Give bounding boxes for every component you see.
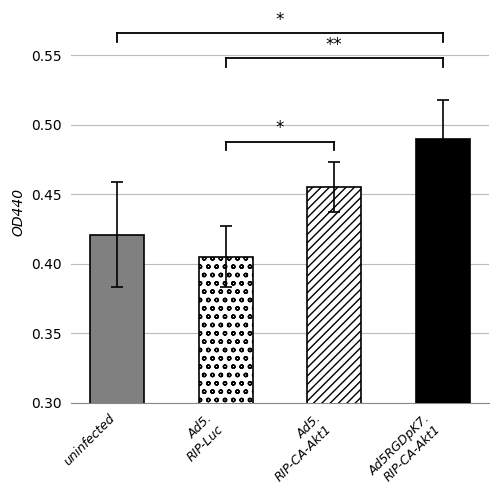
Bar — [416, 138, 470, 500]
Bar — [307, 188, 362, 500]
Text: *: * — [276, 11, 284, 29]
Bar — [198, 256, 253, 500]
Bar — [90, 234, 144, 500]
Text: **: ** — [326, 36, 342, 54]
Text: *: * — [276, 120, 284, 138]
Y-axis label: OD440: OD440 — [11, 188, 25, 236]
